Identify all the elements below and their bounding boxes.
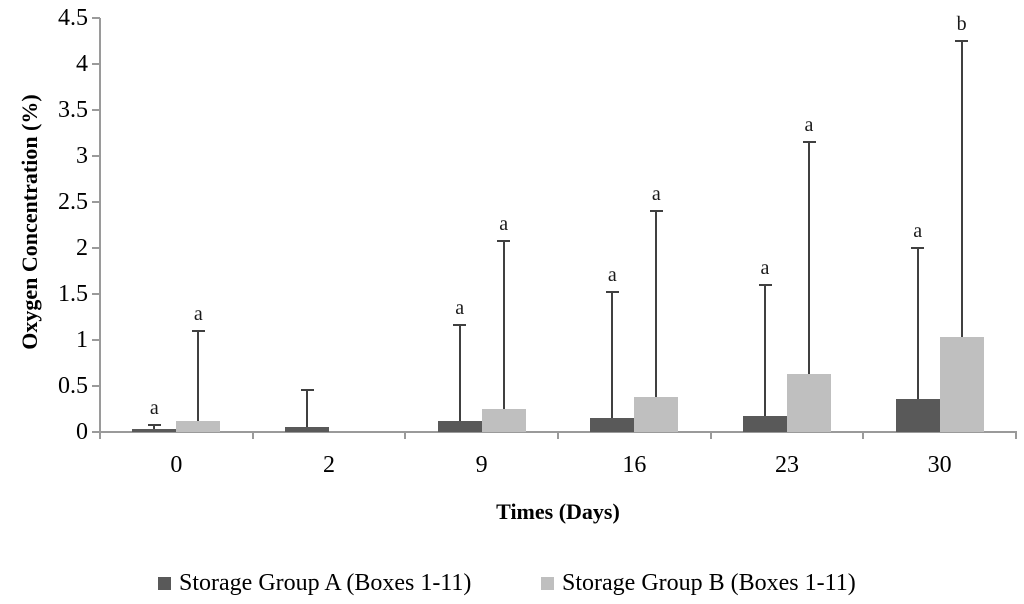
bar-group-b	[939, 337, 984, 432]
error-bar	[655, 211, 658, 398]
legend-swatch-group-a-icon	[158, 576, 171, 590]
x-tick-label: 23	[775, 452, 799, 478]
error-bar-cap	[497, 239, 511, 242]
significance-letter: a	[193, 302, 203, 325]
error-bar-cap	[453, 324, 467, 327]
y-tick-label: 1.5	[58, 281, 88, 307]
y-tick	[92, 431, 100, 433]
bar-group-a	[895, 398, 940, 432]
bar-group-a	[285, 427, 329, 432]
legend-item-group-b: Storage Group B (Boxes 1-11)	[541, 570, 856, 596]
x-tick-label: 0	[170, 452, 183, 478]
y-tick-label: 2	[76, 235, 88, 261]
legend: Storage Group A (Boxes 1-11) Storage Gro…	[0, 568, 1024, 598]
error-bar	[502, 240, 505, 409]
bar-group-b	[481, 409, 526, 432]
error-bar-cap	[802, 141, 816, 144]
y-tick-label: 3.5	[58, 97, 88, 123]
error-bar-cap	[758, 283, 772, 286]
error-bar-cap	[955, 40, 969, 42]
y-axis-line	[99, 18, 101, 434]
y-tick-label: 3	[76, 143, 88, 169]
bar-group-a	[437, 420, 482, 432]
bar-group-b	[634, 397, 679, 432]
x-tick-label: 30	[927, 452, 952, 478]
x-tick	[99, 432, 101, 439]
error-bar-cap	[147, 423, 161, 426]
significance-letter: a	[804, 114, 814, 137]
y-tick-label: 4	[76, 51, 88, 77]
error-bar	[153, 424, 156, 430]
significance-letter: a	[651, 183, 661, 206]
bar-group-a	[590, 418, 635, 432]
error-bar	[458, 325, 461, 421]
error-bar-cap	[300, 388, 314, 391]
y-tick-label: 1	[76, 327, 88, 353]
legend-label-group-b: Storage Group B (Boxes 1-11)	[562, 570, 856, 596]
x-tick	[862, 432, 865, 439]
error-bar	[916, 248, 919, 399]
legend-item-group-a: Storage Group A (Boxes 1-11)	[158, 570, 471, 596]
legend-label-group-a: Storage Group A (Boxes 1-11)	[179, 570, 472, 596]
x-tick	[709, 432, 712, 439]
significance-letter: a	[760, 256, 770, 279]
y-tick	[92, 385, 100, 387]
x-tick	[557, 432, 559, 439]
error-bar-cap	[911, 247, 925, 249]
error-bar	[808, 142, 810, 375]
y-tick	[92, 63, 100, 65]
x-tick	[251, 432, 254, 439]
y-tick	[92, 201, 100, 203]
error-bar	[306, 389, 308, 428]
x-tick-label: 16	[622, 452, 647, 478]
bar-group-b	[176, 420, 221, 432]
error-bar	[764, 284, 766, 417]
y-tick	[92, 109, 100, 111]
y-tick	[92, 17, 100, 19]
significance-letter: a	[607, 264, 617, 287]
legend-swatch-group-b-icon	[541, 576, 554, 590]
error-bar	[197, 330, 200, 421]
x-tick-label: 9	[475, 452, 488, 478]
error-bar	[960, 41, 963, 338]
x-tick	[1015, 432, 1017, 439]
x-tick	[404, 432, 407, 439]
bar-group-a	[743, 416, 787, 432]
x-tick-label: 2	[323, 452, 335, 478]
error-bar	[611, 292, 614, 419]
significance-letter: a	[913, 220, 923, 242]
y-tick-label: 0	[76, 419, 88, 445]
error-bar-cap	[605, 291, 619, 294]
error-bar-cap	[191, 329, 205, 332]
error-bar-cap	[649, 210, 663, 213]
significance-letter: a	[149, 396, 159, 419]
bar-group-b	[787, 374, 831, 432]
y-tick-label: 4.5	[58, 5, 88, 31]
significance-letter: a	[499, 212, 509, 235]
y-tick-label: 0.5	[58, 373, 88, 399]
y-tick	[92, 247, 100, 249]
y-tick	[92, 293, 100, 295]
y-tick	[92, 339, 100, 341]
significance-letter: a	[455, 297, 465, 320]
y-tick-label: 2.5	[58, 189, 88, 215]
x-axis-title: Times (Days)	[496, 499, 620, 524]
significance-letter: b	[956, 13, 967, 35]
y-tick	[92, 155, 100, 157]
bar-group-a	[132, 429, 177, 432]
